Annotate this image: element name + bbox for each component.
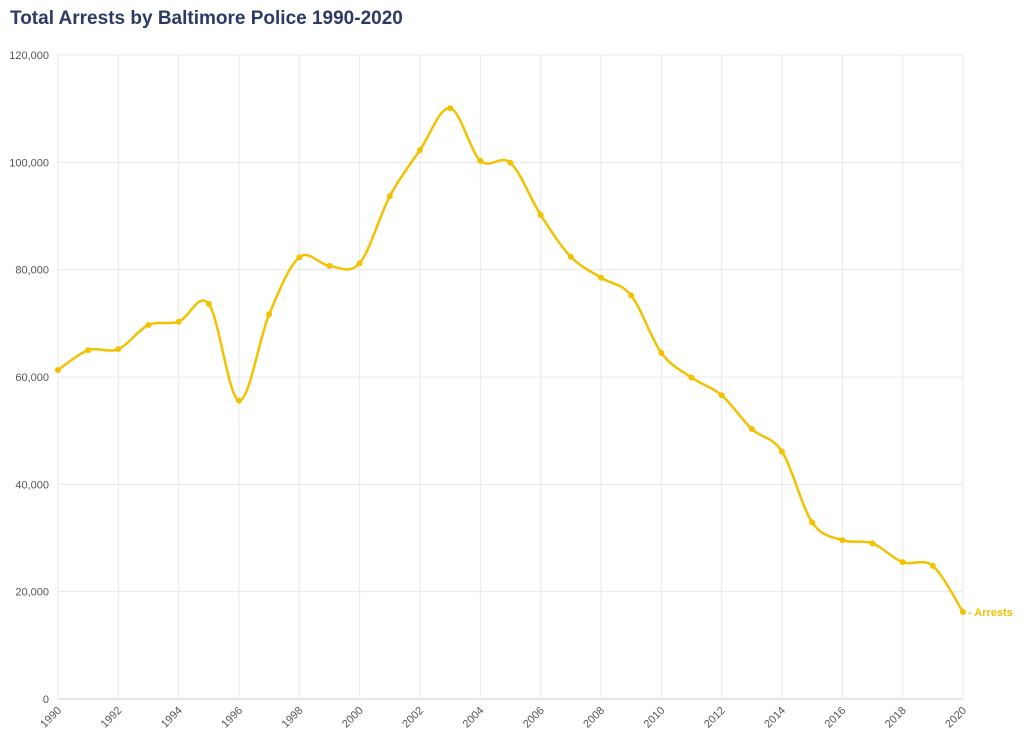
data-point[interactable]: [266, 311, 273, 318]
y-tick-label: 100,000: [9, 157, 49, 169]
data-point[interactable]: [55, 367, 61, 374]
x-tick-label: 1992: [99, 705, 125, 731]
chart-title: Total Arrests by Baltimore Police 1990-2…: [10, 8, 403, 29]
x-tick-label: 2010: [642, 705, 668, 731]
x-tick-label: 2014: [762, 705, 788, 731]
data-point[interactable]: [809, 519, 816, 526]
x-tick-label: 2004: [461, 705, 487, 731]
data-point[interactable]: [205, 301, 212, 308]
grid-lines: [57, 54, 964, 700]
y-axis-ticks: 0 20,000 40,000 60,000 80,000 100,000 120,000: [9, 50, 49, 706]
data-point[interactable]: [145, 321, 152, 328]
data-point[interactable]: [477, 157, 484, 164]
data-point[interactable]: [417, 146, 423, 153]
x-tick-label: 1996: [219, 705, 245, 731]
x-tick-label: 2006: [521, 705, 547, 731]
x-axis-ticks: 1990 1992 1994 1996 1998 2000 2002 2004 2006 2008…: [38, 705, 969, 731]
x-tick-label: 1994: [159, 705, 185, 731]
data-point[interactable]: [85, 347, 92, 354]
x-tick-label: 2002: [400, 705, 426, 731]
data-point[interactable]: [507, 159, 514, 166]
data-point[interactable]: [960, 609, 966, 616]
data-point[interactable]: [447, 105, 454, 112]
x-tick-label: 1998: [280, 705, 306, 731]
data-point[interactable]: [718, 392, 725, 399]
data-point[interactable]: [899, 559, 906, 566]
data-point[interactable]: [929, 562, 936, 569]
data-point[interactable]: [386, 193, 393, 200]
series-group: - Arrests: [55, 105, 1013, 619]
data-point[interactable]: [567, 253, 574, 260]
y-tick-label: 0: [43, 694, 49, 706]
data-point[interactable]: [356, 260, 363, 267]
x-tick-label: 2018: [883, 705, 909, 731]
x-tick-label: 2012: [702, 705, 728, 731]
y-tick-label: 120,000: [9, 50, 49, 62]
data-point[interactable]: [658, 349, 665, 356]
data-point[interactable]: [628, 292, 635, 299]
x-tick-label: 2020: [943, 705, 969, 731]
data-point[interactable]: [598, 274, 604, 281]
data-point[interactable]: [779, 448, 785, 455]
data-point[interactable]: [175, 318, 182, 325]
data-point[interactable]: [537, 211, 544, 218]
series-line-arrests: [57, 106, 965, 613]
x-tick-label: 2000: [340, 705, 366, 731]
data-point[interactable]: [236, 397, 242, 404]
x-tick-label: 2016: [823, 705, 849, 731]
x-tick-label: 2008: [581, 705, 607, 731]
data-point[interactable]: [688, 374, 695, 381]
y-tick-label: 80,000: [15, 265, 49, 277]
data-point[interactable]: [326, 262, 333, 269]
data-point[interactable]: [839, 537, 846, 544]
y-tick-label: 20,000: [15, 587, 49, 599]
data-point[interactable]: [748, 426, 755, 433]
data-point[interactable]: [296, 254, 303, 261]
x-tick-label: 1990: [38, 705, 64, 731]
data-point[interactable]: [115, 346, 122, 353]
y-tick-label: 60,000: [15, 372, 49, 384]
series-label-arrests: - Arrests: [968, 607, 1013, 619]
data-point[interactable]: [869, 540, 876, 547]
y-tick-label: 40,000: [15, 479, 49, 491]
